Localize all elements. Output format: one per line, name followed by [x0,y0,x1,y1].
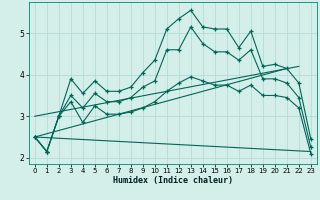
X-axis label: Humidex (Indice chaleur): Humidex (Indice chaleur) [113,176,233,185]
